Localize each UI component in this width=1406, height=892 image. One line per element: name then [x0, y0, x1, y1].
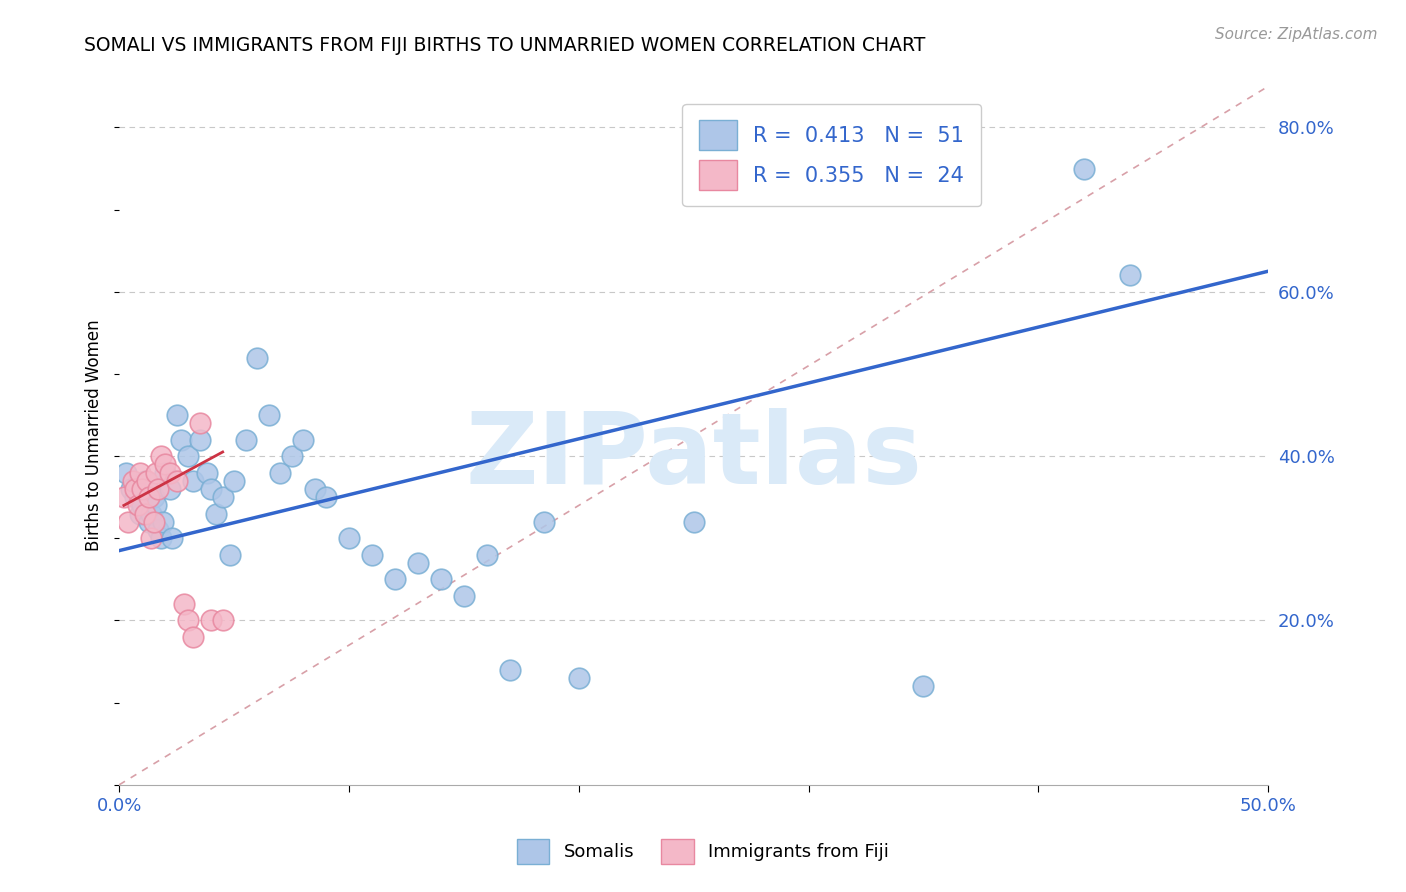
Point — [912, 679, 935, 693]
Point — [181, 474, 204, 488]
Point — [159, 482, 181, 496]
Point — [173, 597, 195, 611]
Legend: R =  0.413   N =  51, R =  0.355   N =  24: R = 0.413 N = 51, R = 0.355 N = 24 — [682, 103, 981, 206]
Point — [152, 515, 174, 529]
Point — [131, 482, 153, 496]
Point — [533, 515, 555, 529]
Point — [129, 466, 152, 480]
Point — [141, 507, 163, 521]
Point — [257, 408, 280, 422]
Point — [682, 515, 704, 529]
Point — [120, 482, 142, 496]
Point — [177, 614, 200, 628]
Point — [211, 490, 233, 504]
Point — [155, 466, 177, 480]
Text: ZIPatlas: ZIPatlas — [465, 408, 922, 505]
Point — [235, 433, 257, 447]
Point — [131, 499, 153, 513]
Point — [188, 433, 211, 447]
Point — [200, 482, 222, 496]
Point — [159, 466, 181, 480]
Point — [499, 663, 522, 677]
Point — [142, 490, 165, 504]
Point — [138, 490, 160, 504]
Point — [149, 531, 172, 545]
Point — [224, 474, 246, 488]
Point — [129, 507, 152, 521]
Point — [112, 490, 135, 504]
Point — [166, 408, 188, 422]
Text: SOMALI VS IMMIGRANTS FROM FIJI BIRTHS TO UNMARRIED WOMEN CORRELATION CHART: SOMALI VS IMMIGRANTS FROM FIJI BIRTHS TO… — [84, 36, 925, 54]
Point — [292, 433, 315, 447]
Point — [166, 474, 188, 488]
Point — [568, 671, 591, 685]
Point — [134, 507, 156, 521]
Point — [384, 572, 406, 586]
Point — [135, 474, 157, 488]
Point — [204, 507, 226, 521]
Point — [188, 416, 211, 430]
Point — [1073, 161, 1095, 176]
Point — [124, 490, 146, 504]
Point — [135, 482, 157, 496]
Point — [160, 531, 183, 545]
Point — [269, 466, 291, 480]
Point — [127, 499, 149, 513]
Point — [124, 482, 146, 496]
Point — [138, 515, 160, 529]
Y-axis label: Births to Unmarried Women: Births to Unmarried Women — [86, 319, 103, 551]
Point — [122, 474, 145, 488]
Point — [141, 531, 163, 545]
Point — [134, 474, 156, 488]
Point — [430, 572, 453, 586]
Point — [406, 556, 429, 570]
Point — [280, 449, 302, 463]
Point — [127, 482, 149, 496]
Point — [117, 515, 139, 529]
Point — [200, 614, 222, 628]
Point — [246, 351, 269, 365]
Point — [195, 466, 218, 480]
Point — [115, 466, 138, 480]
Point — [155, 458, 177, 472]
Legend: Somalis, Immigrants from Fiji: Somalis, Immigrants from Fiji — [502, 824, 904, 879]
Text: Source: ZipAtlas.com: Source: ZipAtlas.com — [1215, 27, 1378, 42]
Point — [361, 548, 384, 562]
Point — [218, 548, 240, 562]
Point — [145, 499, 167, 513]
Point — [181, 630, 204, 644]
Point — [149, 449, 172, 463]
Point — [1119, 268, 1142, 283]
Point — [337, 531, 360, 545]
Point — [170, 433, 193, 447]
Point — [145, 466, 167, 480]
Point — [148, 482, 170, 496]
Point — [304, 482, 326, 496]
Point — [142, 515, 165, 529]
Point — [177, 449, 200, 463]
Point — [148, 523, 170, 537]
Point — [475, 548, 498, 562]
Point — [315, 490, 337, 504]
Point — [211, 614, 233, 628]
Point — [453, 589, 475, 603]
